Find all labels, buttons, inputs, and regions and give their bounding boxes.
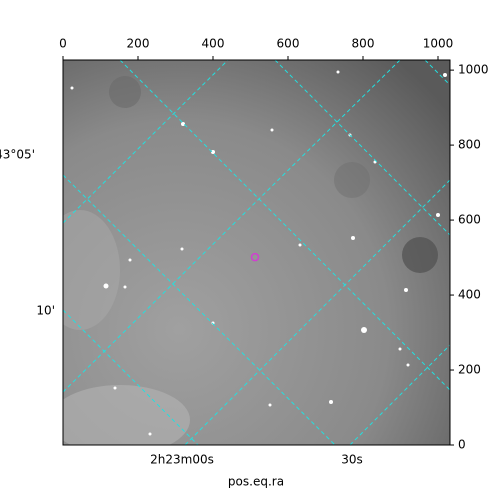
y-tick-label: 0 <box>458 438 466 452</box>
x-tick-label: 200 <box>127 37 150 51</box>
dec-tick-label: 10' <box>36 304 55 318</box>
x-axis-label: pos.eq.ra <box>228 475 284 489</box>
target-marker <box>250 252 260 262</box>
y-tick-label: 400 <box>458 288 481 302</box>
dec-tick-label: 43°05' <box>0 148 35 162</box>
coordinate-grid <box>63 60 450 445</box>
ra-tick-label: 2h23m00s <box>150 453 214 467</box>
x-tick-label: 1000 <box>423 37 454 51</box>
y-tick-label: 600 <box>458 213 481 227</box>
sky-image <box>63 60 450 445</box>
x-tick-label: 400 <box>202 37 225 51</box>
ra-tick-label: 30s <box>341 453 363 467</box>
x-tick-label: 600 <box>277 37 300 51</box>
y-tick-label: 800 <box>458 138 481 152</box>
x-tick-label: 800 <box>352 37 375 51</box>
y-tick-label: 1000 <box>458 63 489 77</box>
x-tick-label: 0 <box>59 37 67 51</box>
y-tick-label: 200 <box>458 363 481 377</box>
axes-frame <box>62 59 451 446</box>
